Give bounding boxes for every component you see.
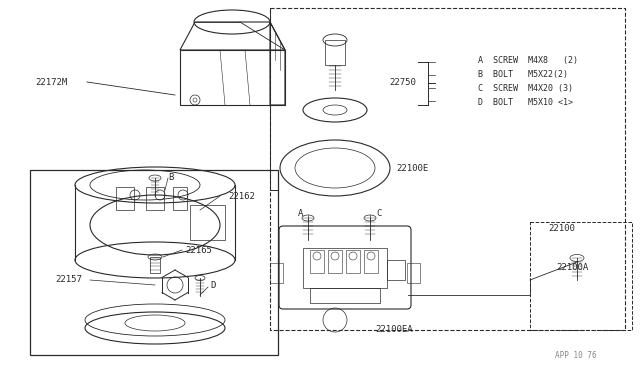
Text: 22100: 22100 bbox=[548, 224, 575, 232]
Bar bbox=[150, 257, 160, 273]
Bar bbox=[30, 170, 278, 355]
Text: B  BOLT   M5X22(2): B BOLT M5X22(2) bbox=[478, 70, 568, 78]
Bar bbox=[270, 8, 625, 330]
Bar bbox=[270, 263, 283, 283]
Text: A  SCREW  M4X8   (2): A SCREW M4X8 (2) bbox=[478, 55, 578, 64]
Bar bbox=[303, 248, 387, 288]
Bar bbox=[146, 187, 164, 210]
Bar bbox=[407, 263, 420, 283]
Text: 22165: 22165 bbox=[185, 246, 212, 254]
Bar bbox=[364, 250, 378, 273]
Text: 22162: 22162 bbox=[228, 192, 255, 201]
Text: APP 10 76: APP 10 76 bbox=[555, 350, 596, 359]
Bar bbox=[325, 40, 345, 65]
Text: 22100A: 22100A bbox=[556, 263, 588, 273]
Text: 22172M: 22172M bbox=[35, 77, 67, 87]
Bar bbox=[530, 222, 632, 330]
Text: D: D bbox=[210, 280, 216, 289]
Bar bbox=[387, 260, 405, 280]
Text: D  BOLT   M5X10 <1>: D BOLT M5X10 <1> bbox=[478, 97, 573, 106]
Bar bbox=[310, 288, 380, 303]
Bar bbox=[310, 250, 324, 273]
Text: 22157: 22157 bbox=[55, 276, 82, 285]
Text: C  SCREW  M4X20 (3): C SCREW M4X20 (3) bbox=[478, 83, 573, 93]
Bar bbox=[173, 187, 187, 210]
Bar bbox=[328, 250, 342, 273]
Text: 22100EA: 22100EA bbox=[375, 326, 413, 334]
Text: 22100E: 22100E bbox=[396, 164, 428, 173]
Bar bbox=[346, 250, 360, 273]
Text: 22750: 22750 bbox=[389, 77, 416, 87]
Text: A: A bbox=[298, 208, 303, 218]
Bar bbox=[190, 205, 225, 240]
Text: B: B bbox=[168, 173, 173, 182]
Text: C: C bbox=[376, 208, 381, 218]
Bar bbox=[116, 187, 134, 210]
